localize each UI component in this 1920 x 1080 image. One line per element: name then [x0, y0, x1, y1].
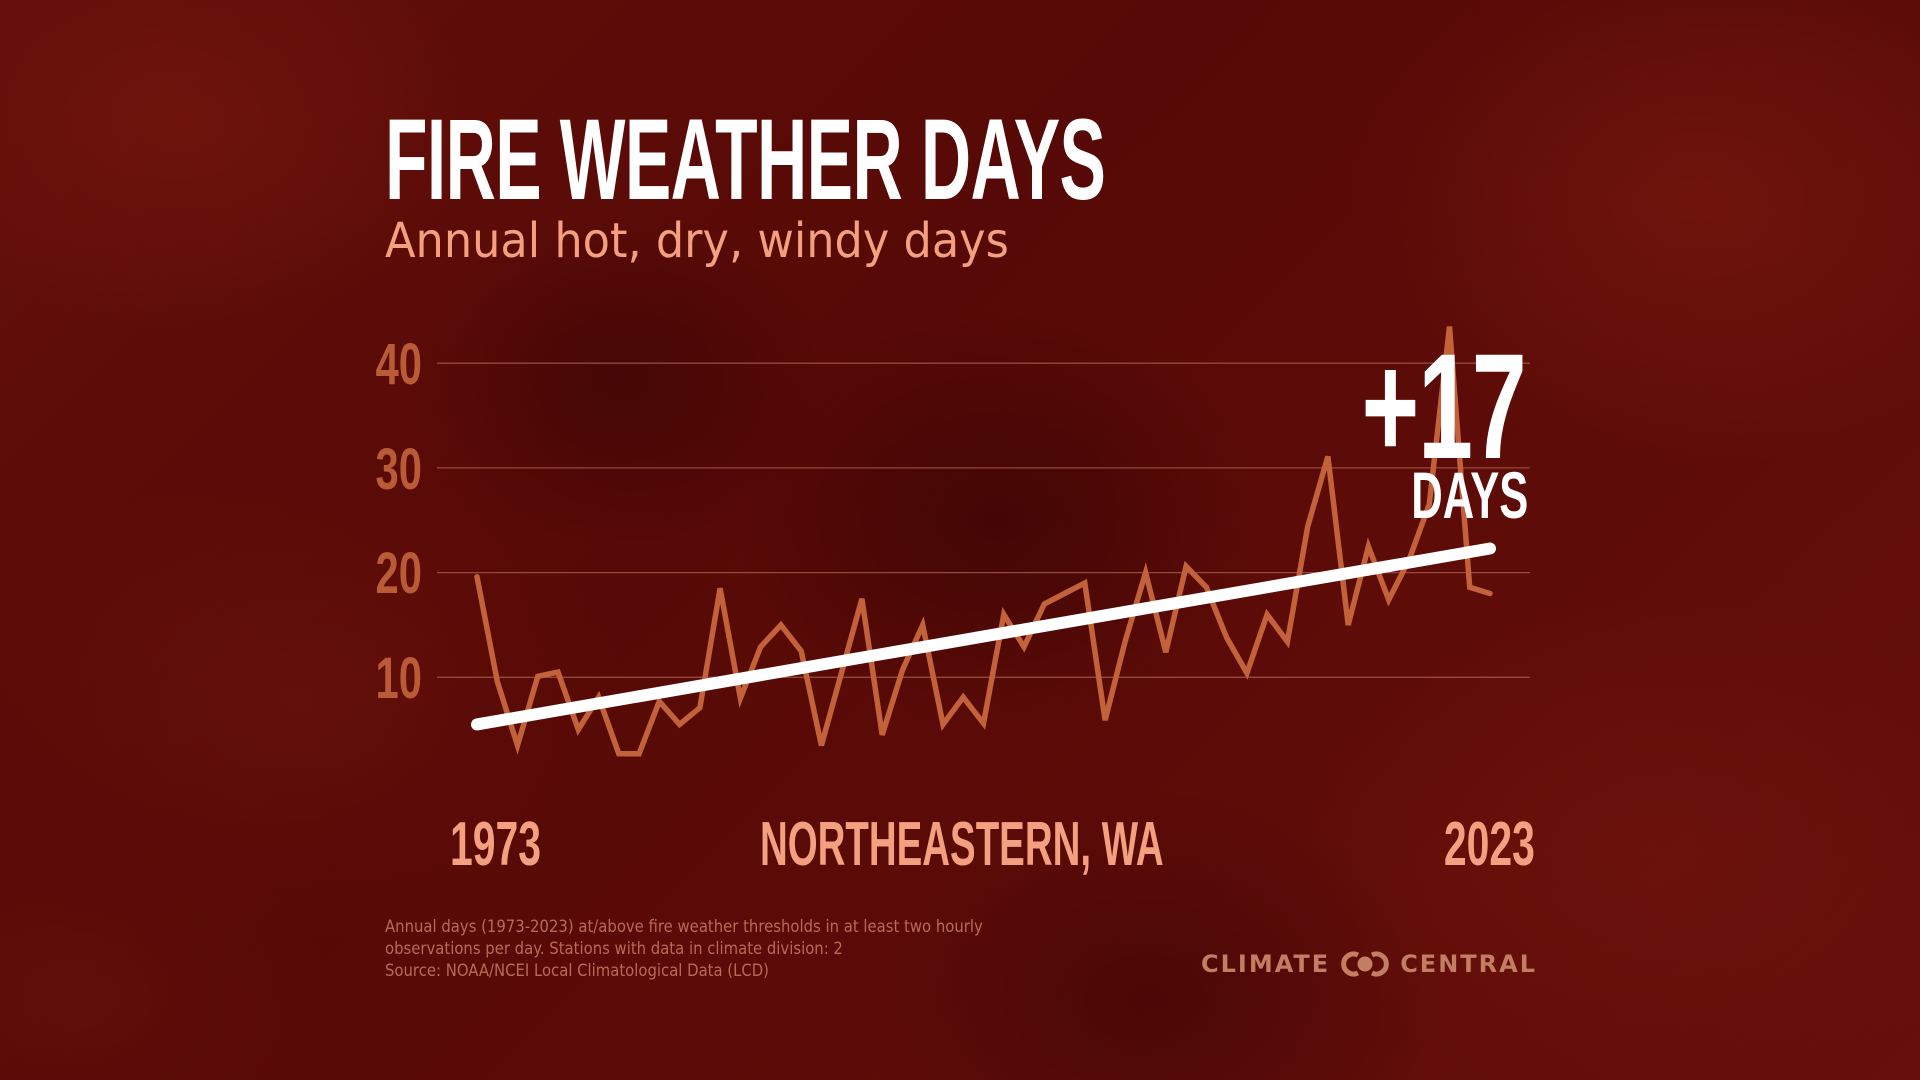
- page-subtitle: Annual hot, dry, windy days: [385, 213, 1009, 269]
- y-tick-30: 30: [375, 437, 422, 502]
- y-tick-10: 10: [375, 646, 422, 711]
- logo-word-climate: CLIMATE: [1200, 950, 1331, 978]
- interlocking-circles-logo-icon: [1340, 951, 1390, 977]
- y-tick-40: 40: [375, 332, 422, 397]
- x-axis-end-year: 2023: [1443, 810, 1535, 879]
- footnote-line-2: observations per day. Stations with data…: [385, 939, 843, 958]
- data-line: [474, 326, 1493, 757]
- change-unit: DAYS: [1410, 458, 1528, 532]
- footnote-line-1: Annual days (1973-2023) at/above fire we…: [385, 917, 983, 936]
- page-title: FIRE WEATHER DAYS: [385, 96, 1106, 224]
- region-label: NORTHEASTERN, WA: [760, 810, 1164, 879]
- trend-line: [471, 542, 1496, 731]
- change-value: +17: [1361, 322, 1526, 490]
- climate-central-logo: CLIMATE CENTRAL: [1200, 950, 1537, 978]
- footnote-source: Source: NOAA/NCEI Local Climatological D…: [385, 961, 769, 980]
- y-tick-20: 20: [375, 541, 422, 606]
- logo-word-central: CENTRAL: [1400, 950, 1537, 978]
- x-axis-start-year: 1973: [450, 810, 542, 879]
- footnote: Annual days (1973-2023) at/above fire we…: [385, 916, 983, 982]
